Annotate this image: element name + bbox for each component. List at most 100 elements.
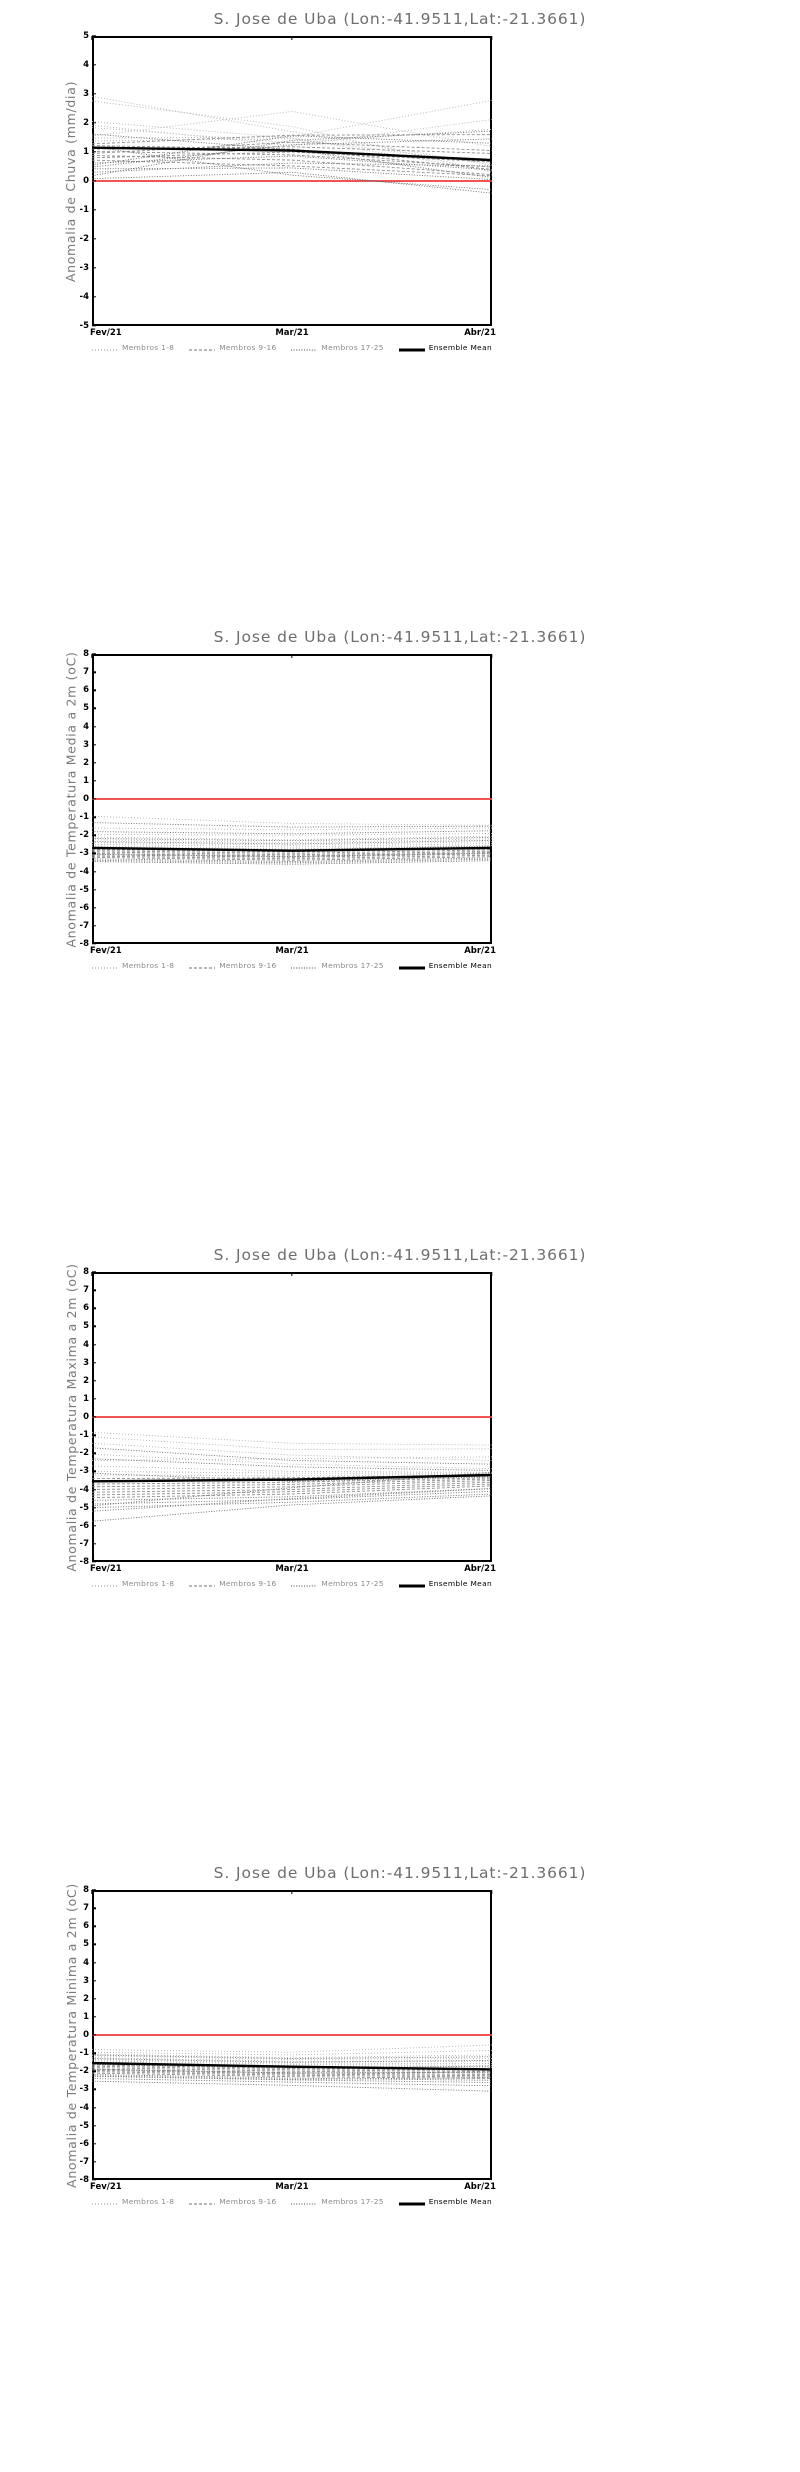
y-axis-tick-label: 0 — [83, 2029, 89, 2040]
legend-line-swatch — [398, 1574, 425, 1593]
legend-item[interactable]: Membros 1-8 — [92, 338, 174, 357]
member-line — [92, 842, 492, 848]
member-line — [92, 135, 492, 166]
x-axis-tick-mark — [91, 36, 93, 40]
y-axis-tick-mark — [92, 2179, 96, 2181]
member-line — [92, 839, 492, 845]
x-axis-tick-label: Fev/21 — [90, 946, 122, 956]
y-axis-tick-label: -1 — [79, 811, 89, 822]
member-line — [92, 2044, 492, 2053]
member-line — [92, 2071, 492, 2078]
legend-line-swatch — [189, 338, 216, 357]
member-line — [92, 854, 492, 860]
y-axis-tick-label: -4 — [79, 2102, 89, 2113]
legend-item[interactable]: Membros 1-8 — [92, 1574, 174, 1593]
member-line — [92, 2054, 492, 2060]
member-line — [92, 99, 492, 139]
y-axis-tick-label: -3 — [79, 2084, 89, 2095]
y-axis-tick-mark — [92, 122, 96, 124]
member-line — [92, 853, 492, 858]
member-line — [92, 852, 492, 857]
member-line — [92, 2064, 492, 2071]
y-axis-tick-label: 4 — [83, 1957, 89, 1968]
legend-item[interactable]: Membros 17-25 — [291, 1574, 384, 1593]
y-axis-tick-label: 5 — [83, 1939, 89, 1950]
y-axis-tick-label: -6 — [79, 1520, 89, 1531]
series-lines — [92, 95, 492, 194]
y-axis-tick-mark — [92, 267, 96, 269]
y-axis-tick-label: -7 — [79, 920, 89, 931]
legend-item[interactable]: Membros 9-16 — [189, 956, 276, 975]
legend-item[interactable]: Ensemble Mean — [398, 2192, 492, 2211]
legend-line-swatch — [291, 2192, 318, 2211]
y-axis-tick-label: 7 — [83, 1902, 89, 1913]
legend-item[interactable]: Membros 17-25 — [291, 338, 384, 357]
member-line — [92, 1442, 492, 1461]
x-axis-tick-label: Mar/21 — [275, 2182, 309, 2192]
y-axis-tick-mark — [92, 1543, 96, 1545]
legend-item[interactable]: Membros 9-16 — [189, 1574, 276, 1593]
member-line — [92, 2063, 492, 2069]
member-line — [92, 159, 492, 177]
member-line — [92, 171, 492, 194]
legend-line-swatch — [189, 1574, 216, 1593]
y-axis-tick-mark — [92, 1434, 96, 1436]
y-axis-tick-label: -5 — [79, 1502, 89, 1513]
y-axis-tick-mark — [92, 2143, 96, 2145]
legend-item[interactable]: Membros 1-8 — [92, 956, 174, 975]
member-line — [92, 827, 492, 831]
y-axis-tick-mark — [92, 2088, 96, 2091]
y-axis-tick-label: 2 — [83, 757, 89, 768]
y-axis-tick-label: -7 — [79, 1538, 89, 1549]
member-line — [92, 845, 492, 851]
y-axis-tick-label: -2 — [79, 1448, 89, 1458]
member-line — [92, 145, 492, 170]
member-line — [92, 2059, 492, 2065]
legend-item-label: Membros 17-25 — [321, 2197, 384, 2206]
legend-item-label: Membros 17-25 — [321, 1579, 384, 1588]
legend-item-label: Ensemble Mean — [428, 1579, 492, 1588]
legend-item[interactable]: Membros 1-8 — [92, 2192, 174, 2211]
member-line — [92, 1431, 492, 1446]
y-axis-tick-mark — [92, 1343, 96, 1346]
legend-item[interactable]: Membros 9-16 — [189, 338, 276, 357]
x-axis-tick-label: Abr/21 — [464, 946, 496, 956]
member-line — [92, 1465, 492, 1473]
chart-legend: Membros 1-8 Membros 9-16 Membros 17-25 Ense… — [92, 1574, 492, 1593]
y-axis-tick-label: 2 — [83, 1375, 89, 1386]
y-axis-tick-label: -7 — [79, 2156, 89, 2167]
legend-line-swatch — [291, 1574, 318, 1593]
chart-legend: Membros 1-8 Membros 9-16 Membros 17-25 Ense… — [92, 2192, 492, 2211]
legend-item[interactable]: Membros 17-25 — [291, 956, 384, 975]
member-line — [92, 1458, 492, 1471]
member-line — [92, 860, 492, 865]
y-axis-tick-mark — [92, 1925, 96, 1927]
y-axis-tick-label: 5 — [83, 703, 89, 714]
legend-item-label: Membros 9-16 — [219, 1579, 277, 1588]
y-axis-tick-mark — [92, 1361, 96, 1364]
legend-item[interactable]: Ensemble Mean — [398, 338, 492, 357]
y-axis-tick-mark — [92, 1307, 96, 1309]
legend-item-label: Membros 9-16 — [219, 961, 277, 970]
y-axis-tick-label: -8 — [79, 2174, 89, 2185]
legend-item[interactable]: Membros 17-25 — [291, 2192, 384, 2211]
ensemble-mean-line — [92, 2061, 492, 2071]
y-axis-tick-label: -8 — [79, 1556, 89, 1567]
x-axis-tick-mark — [491, 1272, 493, 1276]
legend-item[interactable]: Ensemble Mean — [398, 1574, 492, 1593]
legend-item-label: Membros 17-25 — [321, 961, 384, 970]
y-axis-tick-mark — [92, 2124, 96, 2127]
y-axis-tick-mark — [92, 1271, 96, 1273]
legend-item[interactable]: Ensemble Mean — [398, 956, 492, 975]
legend-item[interactable]: Membros 9-16 — [189, 2192, 276, 2211]
y-axis-label-text: Anomalia de Chuva (mm/dia) — [63, 80, 79, 282]
legend-line-swatch — [189, 956, 216, 975]
y-axis-tick-mark — [92, 2106, 96, 2109]
y-axis-tick-mark — [92, 653, 96, 655]
legend-line-swatch — [398, 956, 425, 975]
y-axis-tick-label: -3 — [79, 1466, 89, 1477]
x-axis-tick-mark — [91, 654, 93, 658]
series-lines — [92, 2034, 492, 2092]
member-line — [92, 1479, 492, 1490]
legend-item-label: Ensemble Mean — [428, 343, 492, 352]
